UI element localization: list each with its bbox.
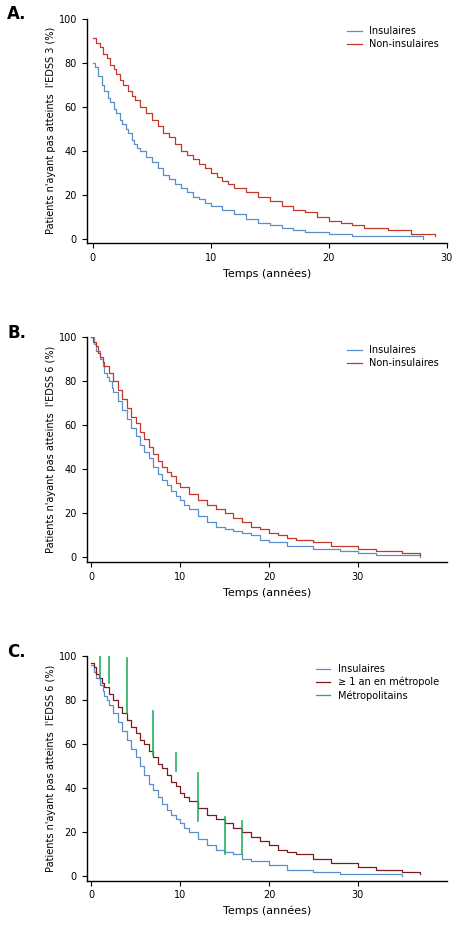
Non-insulaires	[137, 95, 142, 106]
Text: B.: B.	[7, 324, 26, 342]
X-axis label: Temps (années): Temps (années)	[222, 906, 310, 917]
Legend: Insulaires, Non-insulaires: Insulaires, Non-insulaires	[344, 342, 441, 371]
Non-insulaires	[90, 32, 95, 44]
Line: Non-insulaires: Non-insulaires	[92, 38, 434, 236]
Y-axis label: Patients n'ayant pas atteints  l'EDSS 3 (%): Patients n'ayant pas atteints l'EDSS 3 (…	[46, 27, 56, 235]
Non-insulaires	[88, 332, 94, 343]
Insulaires	[146, 779, 152, 790]
Line: Insulaires: Insulaires	[91, 665, 401, 876]
Line: ≥ 1 an en métropole: ≥ 1 an en métropole	[91, 663, 419, 874]
Insulaires	[302, 226, 307, 237]
Insulaires	[372, 548, 378, 559]
Text: C.: C.	[7, 642, 26, 661]
Insulaires	[128, 413, 134, 425]
Insulaires	[177, 814, 182, 825]
Non-insulaires	[132, 411, 138, 422]
Insulaires	[399, 870, 404, 882]
≥ 1 an en métropole	[416, 869, 422, 880]
Insulaires	[124, 726, 129, 737]
Insulaires	[88, 659, 94, 670]
≥ 1 an en métropole	[372, 862, 378, 873]
Insulaires	[137, 431, 142, 442]
Non-insulaires	[113, 68, 119, 79]
Insulaires	[146, 769, 152, 781]
Non-insulaires	[168, 470, 173, 481]
Non-insulaires	[142, 426, 147, 438]
Non-insulaires	[416, 550, 422, 561]
≥ 1 an en métropole	[172, 781, 178, 792]
Non-insulaires	[132, 418, 138, 429]
≥ 1 an en métropole	[111, 694, 116, 705]
Insulaires	[416, 552, 422, 563]
Line: Insulaires: Insulaires	[91, 337, 419, 557]
Legend: Insulaires, ≥ 1 an en métropole, Métropolitains: Insulaires, ≥ 1 an en métropole, Métropo…	[312, 661, 441, 704]
Non-insulaires	[125, 79, 131, 90]
Insulaires	[266, 218, 272, 229]
Non-insulaires	[106, 367, 111, 378]
Insulaires	[90, 57, 95, 68]
Non-insulaires	[431, 231, 437, 242]
Insulaires	[172, 178, 177, 189]
X-axis label: Temps (années): Temps (années)	[222, 268, 310, 279]
Y-axis label: Patients n'ayant pas atteints  l'EDSS 6 (%): Patients n'ayant pas atteints l'EDSS 6 (…	[46, 346, 56, 553]
Insulaires	[290, 222, 295, 234]
Insulaires	[88, 332, 94, 343]
Insulaires	[221, 844, 227, 856]
Insulaires	[190, 191, 195, 202]
Insulaires	[106, 375, 111, 387]
≥ 1 an en métropole	[137, 734, 142, 745]
Insulaires	[119, 717, 125, 728]
X-axis label: Temps (années): Temps (années)	[222, 587, 310, 598]
Non-insulaires	[166, 132, 172, 143]
Non-insulaires	[372, 543, 378, 554]
Y-axis label: Patients n'ayant pas atteints  l'EDSS 6 (%): Patients n'ayant pas atteints l'EDSS 6 (…	[46, 665, 56, 872]
Text: A.: A.	[7, 5, 27, 23]
Insulaires	[128, 422, 134, 433]
Legend: Insulaires, Non-insulaires: Insulaires, Non-insulaires	[344, 23, 441, 52]
Non-insulaires	[190, 149, 195, 160]
Insulaires	[231, 205, 237, 216]
Non-insulaires	[302, 207, 307, 218]
Line: Non-insulaires: Non-insulaires	[91, 337, 419, 555]
Insulaires	[420, 233, 425, 244]
≥ 1 an en métropole	[88, 657, 94, 668]
Line: Insulaires: Insulaires	[92, 62, 422, 238]
≥ 1 an en métropole	[146, 739, 152, 750]
Insulaires	[164, 479, 169, 490]
≥ 1 an en métropole	[137, 728, 142, 739]
